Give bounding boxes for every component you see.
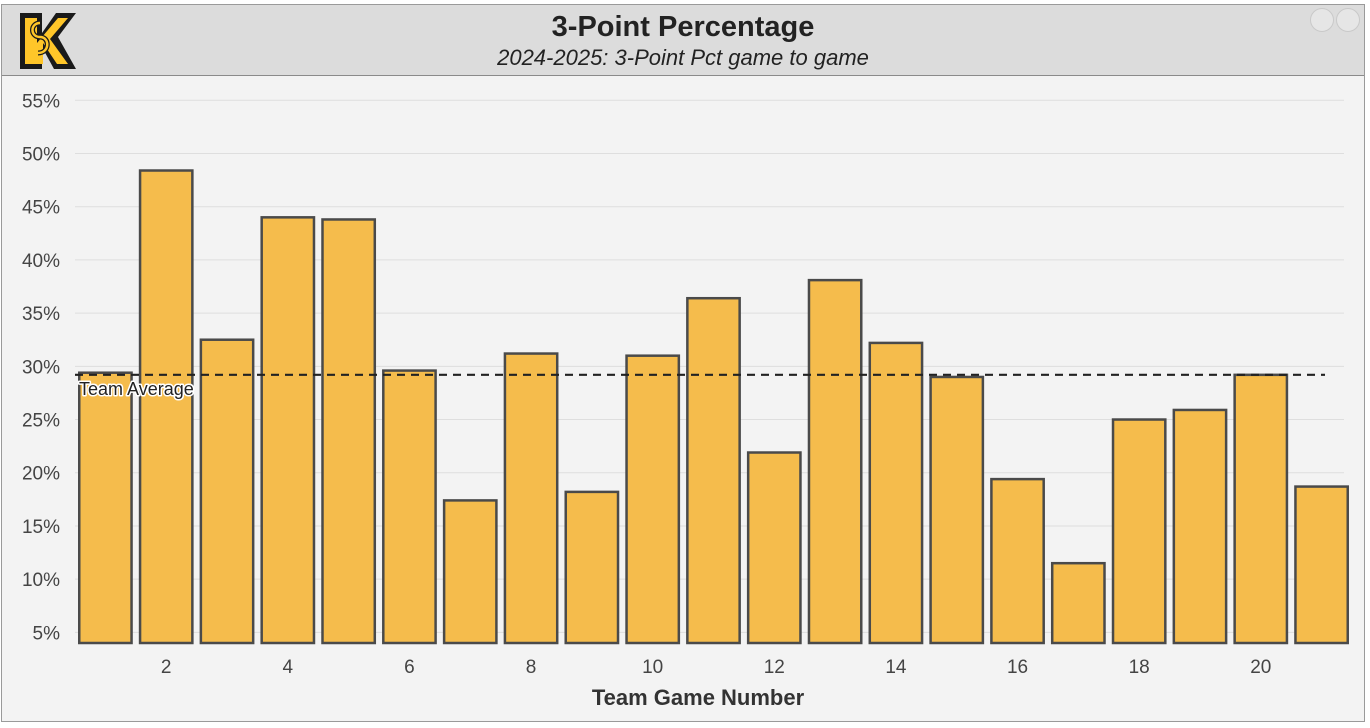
- chart-subtitle: 2024-2025: 3-Point Pct game to game: [497, 45, 869, 70]
- x-tick-label: 12: [764, 657, 785, 678]
- y-tick-label: 45%: [22, 198, 60, 219]
- bar: [686, 296, 741, 645]
- circle-button-icon[interactable]: [1336, 8, 1360, 32]
- bar: [1233, 373, 1289, 645]
- x-axis-label: Team Game Number: [592, 685, 805, 710]
- bar: [564, 490, 620, 645]
- y-tick-label: 40%: [22, 251, 60, 272]
- bar: [625, 354, 681, 645]
- bar: [321, 218, 377, 645]
- bar: [260, 216, 316, 645]
- chart-title: 3-Point Percentage: [551, 11, 815, 43]
- y-tick-label: 50%: [22, 144, 60, 165]
- bar: [1294, 485, 1349, 645]
- y-tick-label: 35%: [22, 304, 60, 325]
- x-tick-label: 20: [1250, 657, 1271, 678]
- x-tick-label: 10: [642, 657, 663, 678]
- x-tick-label: 2: [161, 657, 172, 678]
- team-average-label: Team Average: [79, 379, 194, 399]
- x-tick-label: 18: [1129, 657, 1150, 678]
- y-tick-label: 20%: [22, 464, 60, 485]
- y-tick-label: 25%: [22, 411, 60, 432]
- bar: [868, 341, 924, 645]
- y-tick-label: 5%: [33, 623, 61, 644]
- bar: [807, 278, 863, 645]
- x-tick-label: 14: [885, 657, 907, 678]
- circle-button-icon[interactable]: [1310, 8, 1334, 32]
- bar: [78, 371, 133, 645]
- y-tick-label: 15%: [22, 517, 60, 538]
- bar: [503, 352, 559, 645]
- bar: [1111, 418, 1167, 645]
- bar: [1172, 408, 1228, 645]
- x-tick-label: 8: [526, 657, 537, 678]
- bar: [990, 477, 1045, 645]
- x-tick-label: 6: [404, 657, 415, 678]
- bar: [746, 451, 802, 645]
- bar: [138, 169, 194, 645]
- bar: [1050, 561, 1106, 645]
- y-tick-label: 10%: [22, 570, 60, 591]
- bar: [442, 499, 498, 645]
- x-tick-label: 16: [1007, 657, 1028, 678]
- ks-logo-icon: [20, 13, 76, 69]
- x-tick-label: 4: [283, 657, 294, 678]
- window-controls: [1310, 8, 1360, 32]
- bar: [382, 369, 437, 645]
- y-tick-label: 55%: [22, 91, 60, 112]
- y-tick-label: 30%: [22, 357, 60, 378]
- chart-header: 3-Point Percentage 2024-2025: 3-Point Pc…: [2, 5, 1364, 76]
- bar: [929, 375, 985, 645]
- bar: [199, 338, 255, 645]
